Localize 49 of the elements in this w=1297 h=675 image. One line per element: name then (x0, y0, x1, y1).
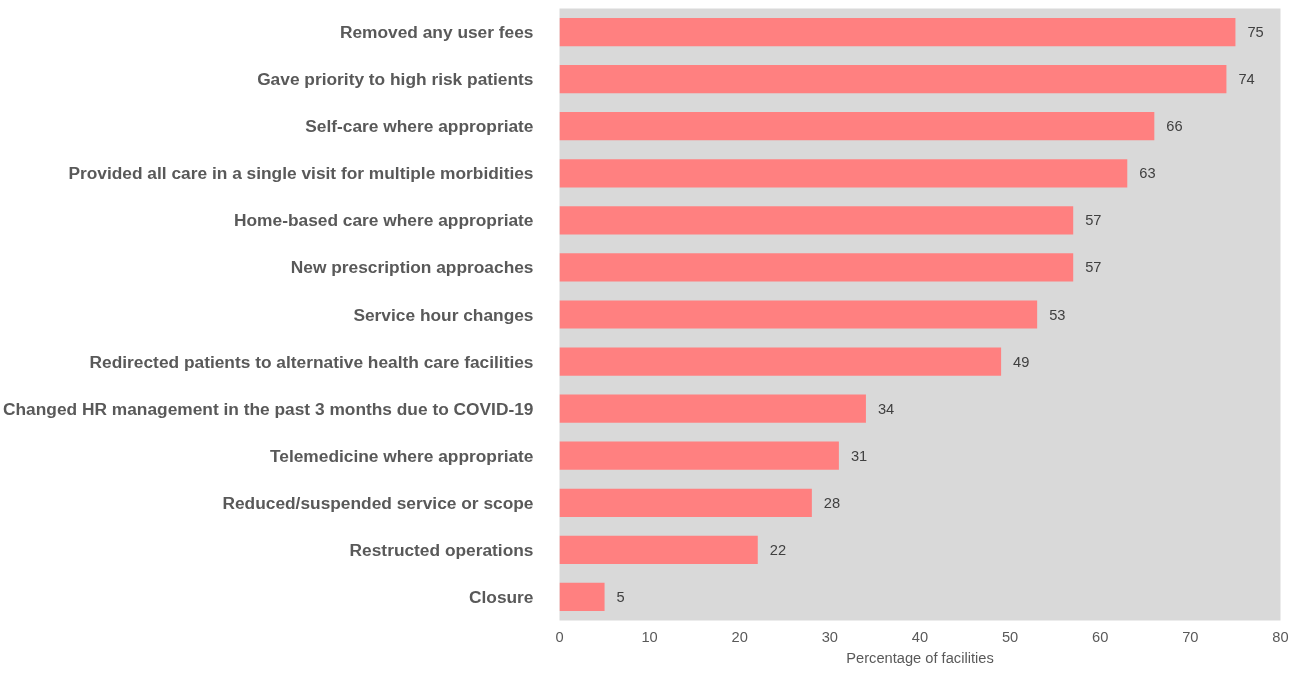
y-tick-label: Removed any user fees (339, 22, 534, 43)
y-tick-label: Provided all care in a single visit for multiple morbidities (68, 163, 534, 184)
y-tick-label: Closure (468, 586, 534, 607)
bar (559, 488, 812, 517)
data-label: 5 (616, 588, 625, 605)
x-tick-label: 0 (555, 628, 564, 645)
bar (559, 535, 758, 565)
bar (559, 253, 1074, 282)
x-tick-label: 40 (911, 628, 929, 645)
y-tick-label: Telemedicine where appropriate (269, 445, 534, 466)
bar (559, 64, 1227, 94)
data-label: 74 (1238, 71, 1255, 88)
data-label: 75 (1247, 24, 1264, 41)
data-label: 63 (1139, 165, 1156, 182)
data-label: 57 (1085, 259, 1102, 276)
y-tick-label: Changed HR management in the past 3 months due to COVID-19 (3, 398, 534, 419)
x-tick-label: 70 (1182, 628, 1199, 645)
x-tick-label: 80 (1272, 628, 1289, 645)
y-tick-label: Service hour changes (353, 304, 534, 325)
data-label: 66 (1166, 118, 1183, 135)
bar (559, 347, 1002, 376)
x-tick-label: 50 (1001, 628, 1019, 645)
bar (559, 112, 1155, 141)
bar (559, 206, 1074, 235)
bar (559, 159, 1128, 188)
y-tick-label: Self-care where appropriate (305, 116, 534, 137)
bar (559, 394, 866, 423)
y-tick-label: Redirected patients to alternative health care facilities (89, 351, 534, 372)
data-label: 28 (823, 494, 841, 511)
y-tick-label: New prescription approaches (290, 257, 534, 278)
data-label: 22 (769, 541, 787, 558)
bar (559, 300, 1038, 329)
data-label: 53 (1049, 306, 1066, 323)
x-tick-label: 10 (641, 628, 658, 645)
x-tick-label: 20 (731, 628, 748, 645)
x-tick-label: 30 (821, 628, 839, 645)
bar (559, 441, 839, 470)
data-label: 31 (850, 447, 868, 464)
y-tick-label: Restructed operations (349, 539, 534, 560)
y-tick-label: Reduced/suspended service or scope (222, 492, 534, 513)
y-tick-label: Gave priority to high risk patients (257, 69, 534, 90)
y-tick-label: Home-based care where appropriate (234, 210, 534, 231)
data-label: 34 (877, 400, 895, 417)
bar (559, 582, 605, 612)
data-label: 49 (1013, 353, 1030, 370)
x-axis-title: Percentage of facilities (846, 649, 994, 666)
x-tick-label: 60 (1092, 628, 1109, 645)
data-label: 57 (1085, 212, 1102, 229)
bar (559, 17, 1236, 47)
